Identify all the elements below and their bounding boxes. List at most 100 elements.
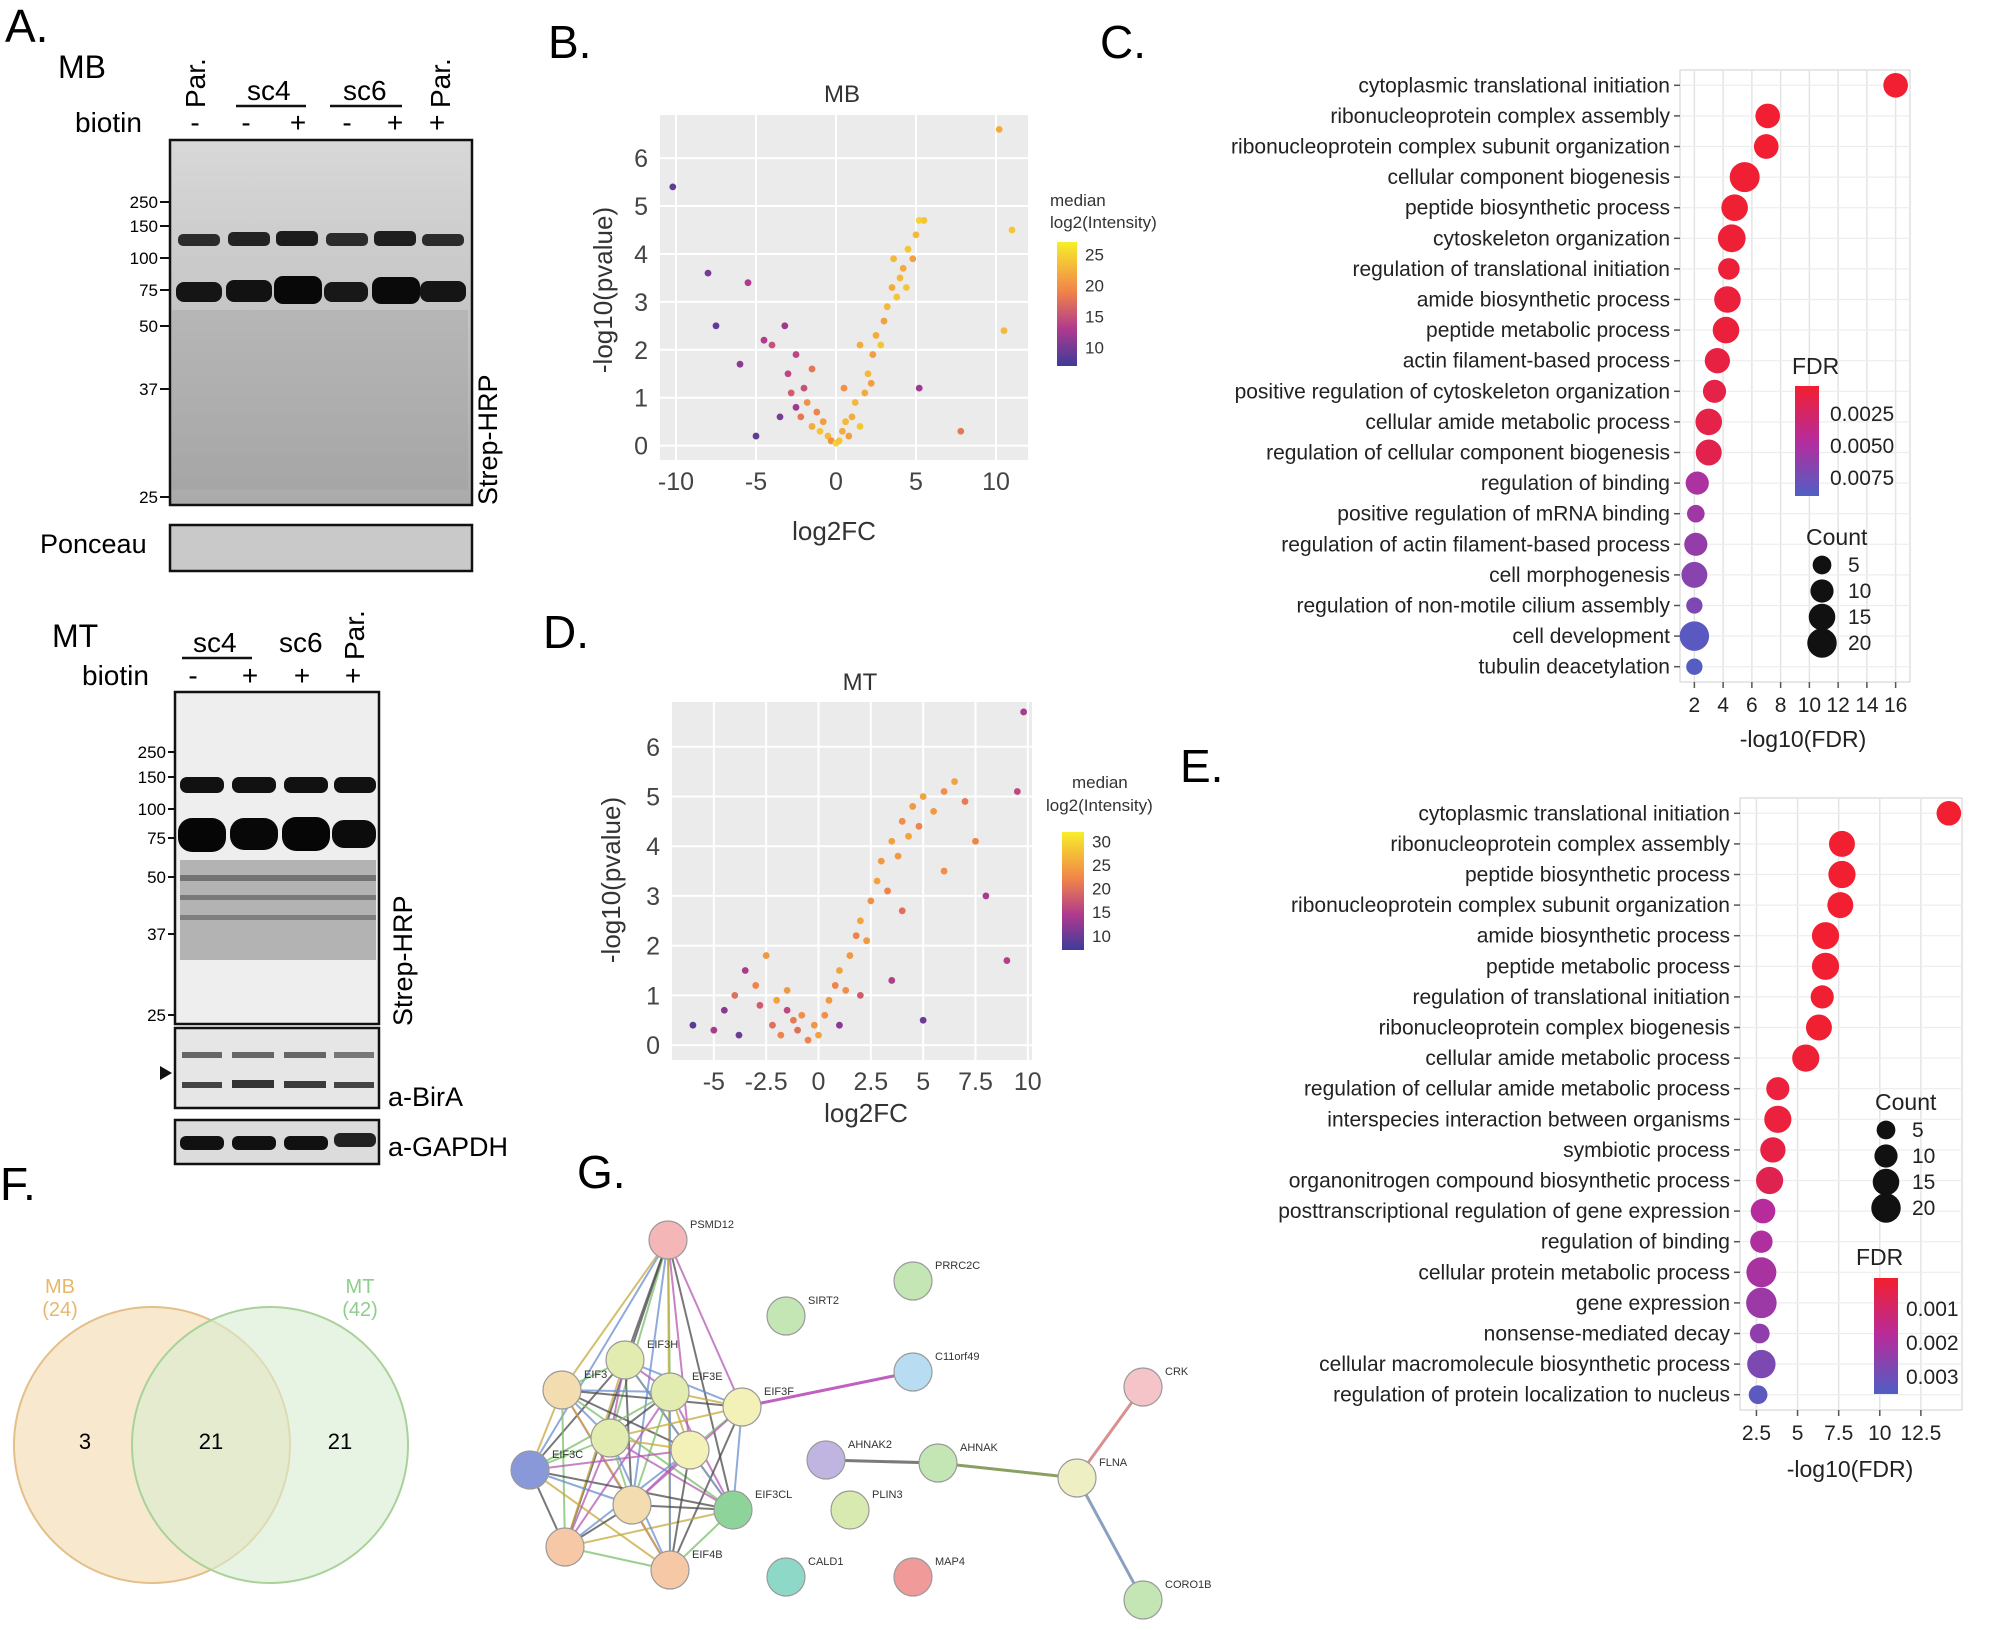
volcano-d-point bbox=[689, 1021, 697, 1029]
volcano-b-point bbox=[920, 217, 928, 224]
volcano-b-xtick-label: 0 bbox=[829, 468, 843, 496]
volcano-d-point bbox=[852, 932, 860, 940]
mb-marker-25: 25 bbox=[139, 488, 158, 507]
volcano-d-points bbox=[689, 708, 1028, 1044]
volcano-b-ytick-label: 6 bbox=[634, 145, 648, 173]
birA-arrowhead-icon bbox=[160, 1066, 172, 1080]
panel-g: G. PSMD12 PRRC2C SIRT2 C11orf49 EIF3H EIF3 EIF… bbox=[510, 1146, 1211, 1620]
dotplot-e-dot bbox=[1750, 1198, 1776, 1224]
volcano-d-point bbox=[894, 852, 902, 860]
dotplot-c-term-label: ribonucleoprotein complex assembly bbox=[1330, 105, 1670, 128]
dotplot-c-xticks: 2 4 6 8 10 12 14 16 bbox=[1689, 682, 1907, 717]
dotplot-c-term-label: regulation of non-motile cilium assembly bbox=[1297, 595, 1671, 618]
dotplot-e-count-legend-label: 20 bbox=[1912, 1197, 1935, 1220]
dotplot-e-fdr-legend-title: FDR bbox=[1856, 1244, 1903, 1270]
dotplot-c-xtick-label: 6 bbox=[1746, 694, 1758, 717]
volcano-d-legend-title-1: median bbox=[1072, 773, 1128, 792]
network-edges bbox=[529, 1239, 1145, 1601]
dotplot-c-plot-area bbox=[1679, 69, 1911, 683]
mb-lane-group-par-2: Par. bbox=[425, 58, 456, 108]
dotplot-c-dot bbox=[1712, 316, 1740, 344]
network-edge bbox=[564, 1509, 734, 1548]
dotplot-e-dot bbox=[1828, 860, 1856, 889]
volcano-b-point bbox=[890, 255, 897, 263]
network-node-label: CALD1 bbox=[808, 1556, 843, 1568]
mt-gapdh-label: a-GAPDH bbox=[388, 1132, 508, 1162]
network-node bbox=[545, 1527, 585, 1567]
volcano-d-ytick-label: 0 bbox=[646, 1032, 660, 1060]
volcano-d-point bbox=[789, 1016, 797, 1024]
volcano-d-colorbar-tick: 25 bbox=[1092, 856, 1111, 875]
volcano-d-xlabel: log2FC bbox=[824, 1098, 908, 1128]
dotplot-e-term-label: nonsense-mediated decay bbox=[1484, 1323, 1731, 1346]
volcano-b-colorbar-ticks: 25 20 15 10 bbox=[1085, 245, 1104, 357]
venn-only-mb: 3 bbox=[79, 1429, 91, 1454]
volcano-d-legend-title-2: log2(Intensity) bbox=[1046, 796, 1153, 815]
volcano-b-point bbox=[760, 336, 768, 344]
mt-blot-bands bbox=[178, 777, 376, 960]
network-edge bbox=[564, 1437, 611, 1548]
dotplot-c-dot bbox=[1702, 379, 1727, 403]
volcano-b-point bbox=[851, 399, 859, 406]
volcano-b-point bbox=[797, 413, 805, 421]
network-edge bbox=[609, 1406, 743, 1439]
volcano-d-plot-area bbox=[672, 702, 1032, 1060]
dotplot-e-count-legend-label: 15 bbox=[1912, 1171, 1935, 1194]
dotplot-e-term-label: peptide metabolic process bbox=[1486, 955, 1730, 978]
volcano-b-colorbar-tick: 25 bbox=[1085, 245, 1104, 264]
network-node bbox=[590, 1418, 630, 1458]
dotplot-c-dot bbox=[1714, 286, 1741, 313]
dotplot-c-dot bbox=[1883, 72, 1908, 98]
dotplot-e-term-label: cellular protein metabolic process bbox=[1418, 1261, 1730, 1284]
network-edge bbox=[937, 1461, 1078, 1480]
volcano-b-point bbox=[819, 418, 827, 426]
panel-b: B. MB -10 -5 0 5 10 0 1 2 3 4 5 6 log2FC -log10(pva… bbox=[548, 16, 1157, 546]
network-node bbox=[1057, 1458, 1097, 1498]
volcano-d-colorbar bbox=[1062, 832, 1084, 950]
volcano-d-point bbox=[919, 1016, 927, 1024]
volcano-d-point bbox=[888, 977, 896, 984]
dotplot-e-term-label: gene expression bbox=[1576, 1292, 1730, 1315]
dotplot-e-dot bbox=[1747, 1349, 1776, 1379]
dotplot-e-dot bbox=[1828, 830, 1855, 857]
volcano-b-ytick-label: 2 bbox=[634, 337, 648, 365]
volcano-d-ytick-label: 2 bbox=[646, 933, 660, 961]
volcano-b-title: MB bbox=[824, 81, 860, 108]
volcano-d-point bbox=[836, 967, 843, 974]
network-edge bbox=[529, 1449, 691, 1471]
mt-lane-group-sc4: sc4 bbox=[193, 627, 237, 658]
volcano-b-xlabel: log2FC bbox=[792, 516, 876, 546]
volcano-d-point bbox=[877, 857, 885, 865]
volcano-b-point bbox=[856, 341, 864, 349]
volcano-b-point bbox=[669, 183, 677, 191]
network-node bbox=[893, 1352, 933, 1392]
dotplot-e-dots bbox=[1746, 800, 1962, 1405]
volcano-d-point bbox=[825, 996, 833, 1004]
volcano-d-point bbox=[972, 837, 979, 845]
dotplot-c-count-legend-title: Count bbox=[1806, 524, 1868, 550]
volcano-b-point bbox=[912, 231, 920, 239]
dotplot-c-dots bbox=[1679, 72, 1908, 675]
dotplot-e-dot bbox=[1811, 952, 1840, 980]
mt-marker-100: 100 bbox=[138, 800, 166, 819]
volcano-d-ylabel: -log10(pvalue) bbox=[596, 797, 626, 963]
network-node bbox=[766, 1557, 806, 1597]
network-node bbox=[893, 1557, 933, 1597]
network-node bbox=[650, 1550, 690, 1590]
dotplot-c-term-label: amide biosynthetic process bbox=[1417, 289, 1670, 312]
volcano-d-colorbar-tick: 15 bbox=[1092, 903, 1111, 922]
volcano-b-point bbox=[803, 399, 811, 406]
volcano-b-point bbox=[808, 423, 816, 430]
dotplot-e-count-legend-label: 5 bbox=[1912, 1119, 1924, 1142]
volcano-b-colorbar-tick: 15 bbox=[1085, 307, 1104, 326]
dotplot-e-term-label: amide biosynthetic process bbox=[1477, 925, 1730, 948]
dotplot-e-count-legend: 5 10 15 20 bbox=[1871, 1119, 1935, 1223]
dotplot-c-term-labels: cytoplasmic translational initiation ribo… bbox=[1231, 74, 1670, 678]
volcano-b-xtick-label: 5 bbox=[909, 468, 923, 496]
dotplot-c-dot bbox=[1686, 597, 1703, 614]
volcano-b-point bbox=[864, 370, 872, 378]
mt-marker-25: 25 bbox=[147, 1006, 166, 1025]
dotplot-e-term-label: ribonucleoprotein complex subunit organi… bbox=[1291, 894, 1730, 917]
network-edge bbox=[741, 1370, 914, 1409]
dotplot-c-count-legend-label: 20 bbox=[1848, 632, 1871, 655]
